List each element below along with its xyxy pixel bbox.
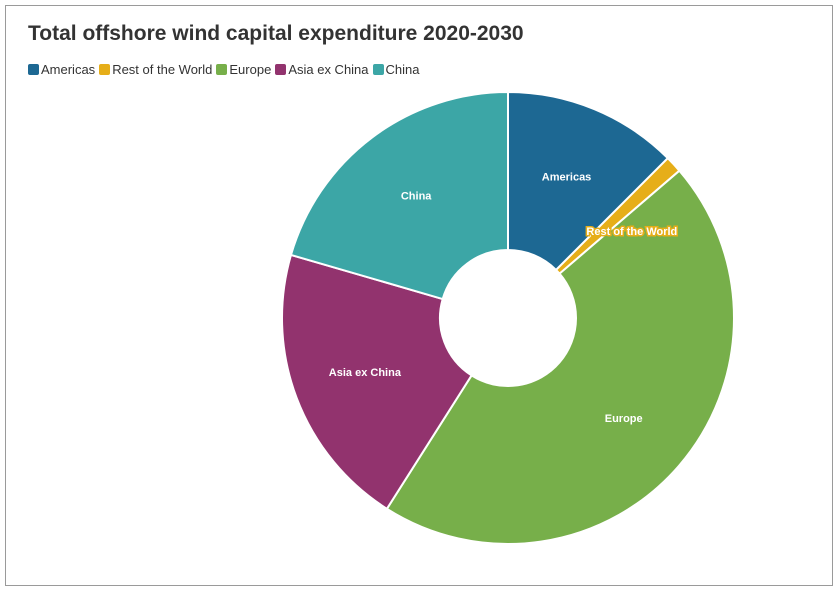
legend-swatch	[216, 64, 228, 75]
slice-asia-ex-china[interactable]	[281, 253, 473, 511]
legend-label: Europe	[229, 62, 272, 77]
legend-item-americas[interactable]: Americas	[28, 62, 95, 77]
slice-label-americas: Americas	[542, 172, 592, 184]
legend-swatch	[275, 64, 287, 75]
legend-label: Asia ex China	[288, 62, 369, 77]
chart-legend: Americas Rest of the World Europe Asia ex C…	[28, 62, 424, 77]
slice-label-asia-ex-china: Asia ex China	[329, 367, 402, 379]
legend-swatch	[372, 64, 384, 75]
slice-label-europe: Europe	[605, 413, 643, 425]
slice-europe[interactable]	[385, 169, 735, 545]
legend-swatch	[99, 64, 111, 75]
legend-label: Americas	[41, 62, 96, 77]
legend-item-asia-ex-china[interactable]: Asia ex China	[275, 62, 369, 77]
legend-item-europe[interactable]: Europe	[216, 62, 271, 77]
legend-item-china[interactable]: China	[372, 62, 420, 77]
slice-china[interactable]	[289, 90, 509, 301]
slice-americas[interactable]	[507, 90, 670, 272]
slice-label-china: China	[401, 191, 432, 203]
slice-label-rest-of-the-world: Rest of the World	[586, 226, 677, 238]
legend-label: China	[385, 62, 420, 77]
legend-label: Rest of the World	[112, 62, 213, 77]
legend-swatch	[28, 64, 39, 75]
chart-title: Total offshore wind capital expenditure …	[28, 22, 524, 45]
legend-item-rest-of-the-world[interactable]: Rest of the World	[99, 62, 212, 77]
